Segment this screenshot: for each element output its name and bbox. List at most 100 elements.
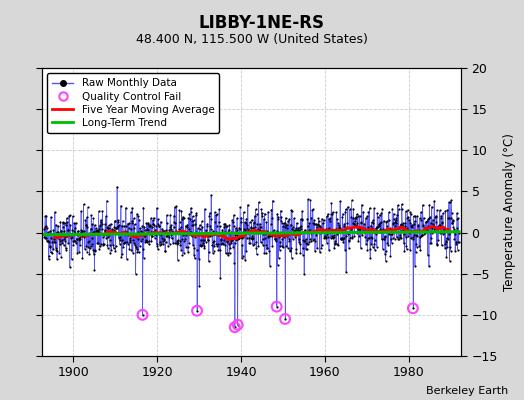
Point bbox=[40, 224, 49, 230]
Point bbox=[420, 215, 428, 221]
Point bbox=[154, 246, 162, 252]
Point bbox=[321, 232, 330, 239]
Point bbox=[181, 236, 190, 242]
Point bbox=[108, 226, 116, 233]
Point bbox=[432, 212, 440, 219]
Point bbox=[177, 224, 185, 230]
Point bbox=[302, 240, 310, 246]
Point bbox=[212, 240, 221, 247]
Point bbox=[55, 235, 63, 242]
Point bbox=[375, 221, 383, 227]
Point bbox=[238, 242, 246, 248]
Point bbox=[363, 213, 372, 220]
Point bbox=[326, 228, 334, 234]
Point bbox=[363, 237, 371, 243]
Point bbox=[122, 223, 130, 230]
Point bbox=[339, 211, 347, 217]
Point bbox=[210, 238, 218, 244]
Point bbox=[67, 230, 75, 237]
Point bbox=[78, 255, 86, 262]
Point bbox=[190, 252, 198, 258]
Point bbox=[298, 208, 306, 215]
Point bbox=[254, 230, 262, 236]
Point bbox=[255, 228, 264, 234]
Point bbox=[365, 235, 374, 241]
Point bbox=[259, 228, 268, 235]
Point bbox=[309, 220, 318, 226]
Point bbox=[159, 240, 167, 247]
Point bbox=[304, 196, 312, 203]
Point bbox=[292, 220, 301, 226]
Point bbox=[123, 239, 132, 246]
Point bbox=[318, 216, 326, 222]
Point bbox=[429, 221, 438, 228]
Point bbox=[448, 220, 456, 226]
Point bbox=[210, 247, 218, 254]
Legend: Raw Monthly Data, Quality Control Fail, Five Year Moving Average, Long-Term Tren: Raw Monthly Data, Quality Control Fail, … bbox=[47, 73, 220, 133]
Point bbox=[277, 213, 286, 220]
Point bbox=[178, 236, 187, 242]
Point bbox=[233, 232, 241, 238]
Point bbox=[322, 226, 330, 232]
Point bbox=[299, 244, 307, 251]
Point bbox=[123, 220, 132, 227]
Point bbox=[429, 225, 438, 232]
Point bbox=[349, 205, 357, 212]
Point bbox=[203, 236, 212, 243]
Point bbox=[430, 198, 439, 204]
Point bbox=[41, 235, 50, 241]
Point bbox=[133, 210, 141, 217]
Point bbox=[141, 233, 149, 240]
Point bbox=[201, 230, 210, 236]
Point bbox=[115, 235, 123, 241]
Point bbox=[95, 223, 104, 230]
Point bbox=[73, 228, 82, 234]
Point bbox=[366, 255, 375, 262]
Point bbox=[207, 192, 215, 198]
Point bbox=[434, 228, 443, 234]
Point bbox=[381, 233, 389, 240]
Point bbox=[55, 250, 63, 256]
Point bbox=[117, 254, 125, 260]
Point bbox=[447, 210, 456, 216]
Point bbox=[81, 222, 90, 228]
Point bbox=[378, 228, 387, 235]
Point bbox=[178, 216, 186, 222]
Point bbox=[192, 210, 201, 216]
Point bbox=[224, 226, 233, 233]
Point bbox=[165, 230, 173, 237]
Point bbox=[69, 238, 77, 244]
Point bbox=[436, 215, 445, 222]
Point bbox=[286, 222, 294, 228]
Point bbox=[311, 238, 320, 244]
Point bbox=[322, 234, 330, 241]
Point bbox=[49, 246, 57, 252]
Point bbox=[315, 249, 324, 256]
Point bbox=[301, 226, 309, 233]
Point bbox=[140, 232, 148, 239]
Point bbox=[47, 249, 55, 256]
Point bbox=[318, 229, 326, 236]
Point bbox=[77, 229, 85, 236]
Point bbox=[374, 224, 383, 230]
Point bbox=[349, 220, 357, 226]
Point bbox=[50, 239, 59, 246]
Point bbox=[43, 225, 51, 232]
Point bbox=[158, 234, 166, 241]
Point bbox=[393, 211, 401, 218]
Point bbox=[93, 240, 101, 246]
Point bbox=[443, 235, 451, 241]
Point bbox=[364, 209, 373, 215]
Point bbox=[247, 225, 256, 232]
Point bbox=[402, 246, 411, 252]
Point bbox=[71, 225, 79, 232]
Point bbox=[260, 216, 268, 222]
Point bbox=[160, 228, 169, 234]
Point bbox=[397, 228, 406, 234]
Point bbox=[147, 229, 155, 236]
Point bbox=[227, 240, 236, 247]
Point bbox=[215, 206, 223, 212]
Point bbox=[267, 206, 276, 213]
Point bbox=[170, 212, 178, 219]
Point bbox=[359, 225, 367, 231]
